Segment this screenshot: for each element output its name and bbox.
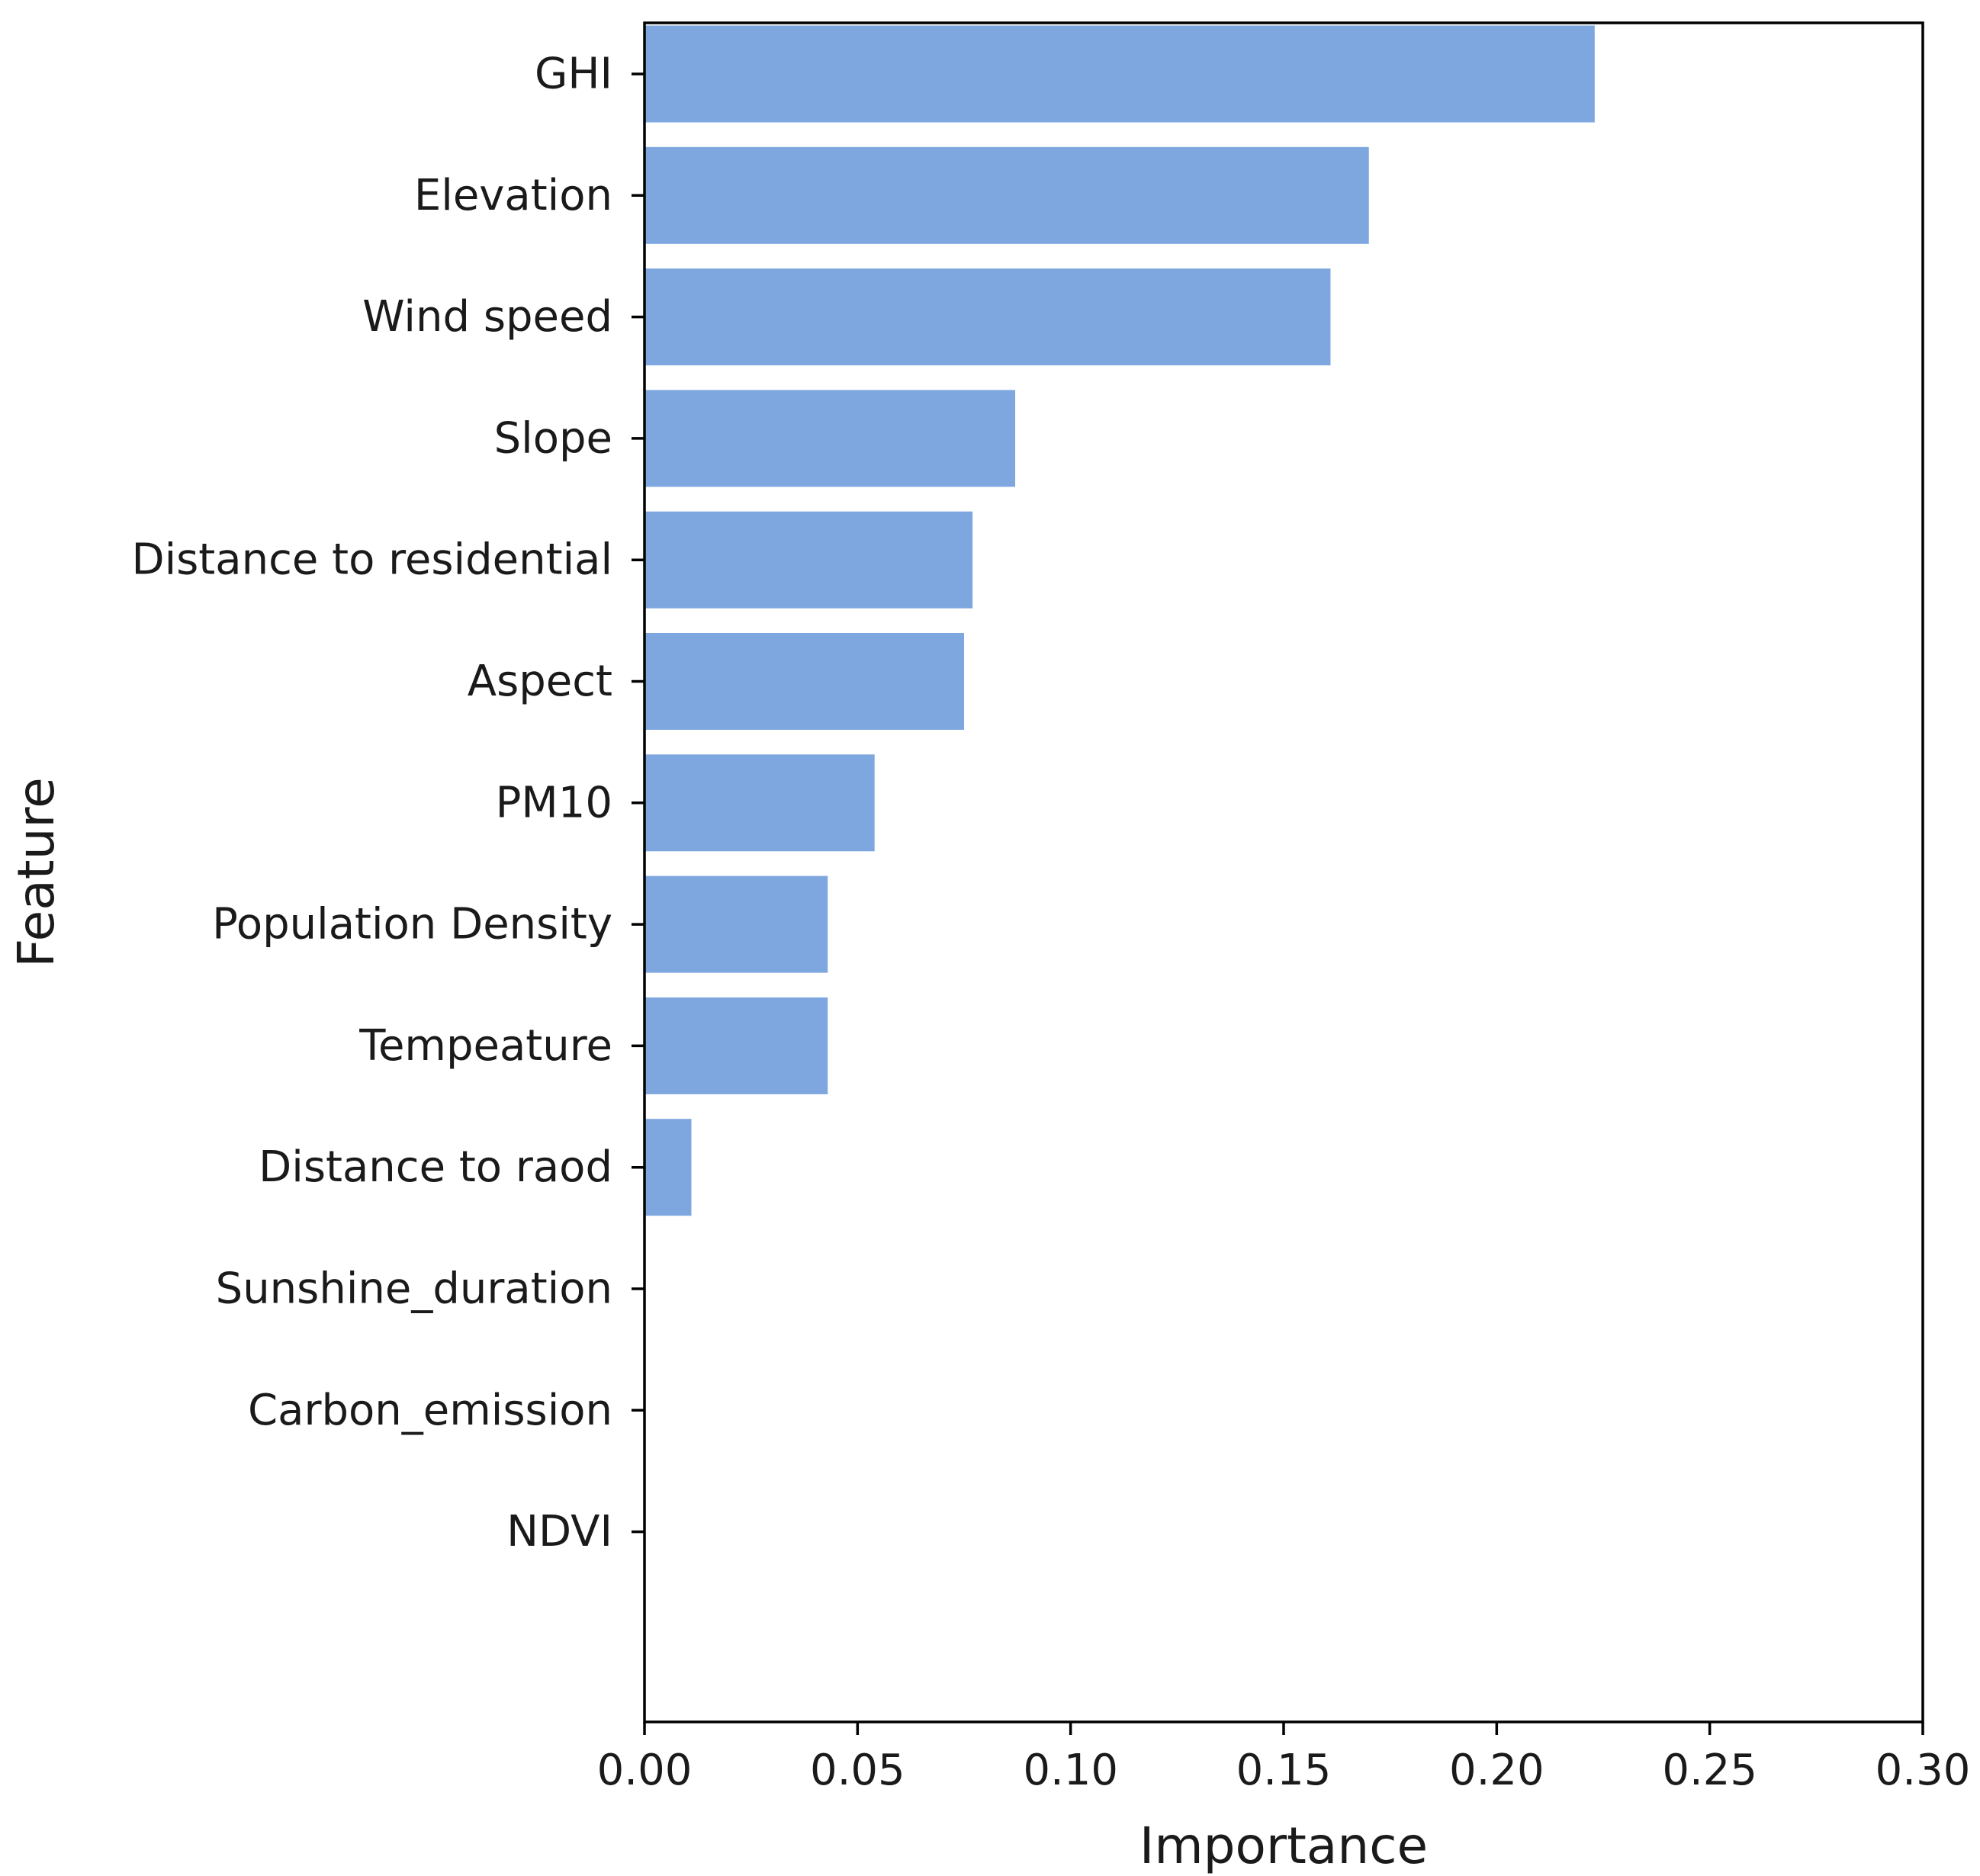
y-ticks-group: GHI Elevation Wind speed Slope Distance to r… xyxy=(131,50,644,1556)
x-tick-label: 0.10 xyxy=(1023,1746,1118,1795)
y-tick-label: Carbon_emission xyxy=(248,1386,612,1435)
bar-0 xyxy=(644,25,1595,123)
x-tick-label: 0.30 xyxy=(1876,1746,1971,1795)
x-ticks-group: 0.00 0.05 0.10 0.15 0.20 0.25 0.30 xyxy=(597,1722,1971,1795)
x-tick-label: 0.25 xyxy=(1662,1746,1757,1795)
bar-4 xyxy=(644,511,973,609)
x-tick-label: 0.00 xyxy=(597,1746,693,1795)
y-tick-label: Population Density xyxy=(212,900,612,949)
bar-2 xyxy=(644,268,1331,366)
x-axis-label: Importance xyxy=(1139,1817,1428,1875)
y-tick-label: NDVI xyxy=(506,1507,612,1556)
x-tick-label: 0.05 xyxy=(810,1746,905,1795)
y-tick-label: Aspect xyxy=(468,657,612,706)
y-tick-label: Distance to residential xyxy=(131,535,612,585)
bar-7 xyxy=(644,875,828,973)
y-tick-label: Slope xyxy=(494,413,612,463)
y-tick-label: Elevation xyxy=(414,171,612,220)
y-axis-label: Feature xyxy=(7,777,66,967)
bars-group xyxy=(644,25,1595,1216)
y-tick-label: GHI xyxy=(535,50,612,99)
y-tick-label: PM10 xyxy=(496,778,612,827)
bar-1 xyxy=(644,146,1369,244)
bar-5 xyxy=(644,633,964,730)
bar-3 xyxy=(644,390,1016,487)
y-tick-label: Tempeature xyxy=(358,1021,612,1071)
bar-6 xyxy=(644,754,875,852)
x-tick-label: 0.15 xyxy=(1236,1746,1332,1795)
plot-frame xyxy=(643,21,1924,1723)
x-tick-label: 0.20 xyxy=(1449,1746,1544,1795)
y-tick-label: Sunshine_duration xyxy=(216,1264,612,1314)
y-tick-label: Wind speed xyxy=(362,292,612,342)
y-tick-label: Distance to raod xyxy=(259,1142,612,1192)
bar-8 xyxy=(644,997,828,1094)
bar-9 xyxy=(644,1119,692,1216)
